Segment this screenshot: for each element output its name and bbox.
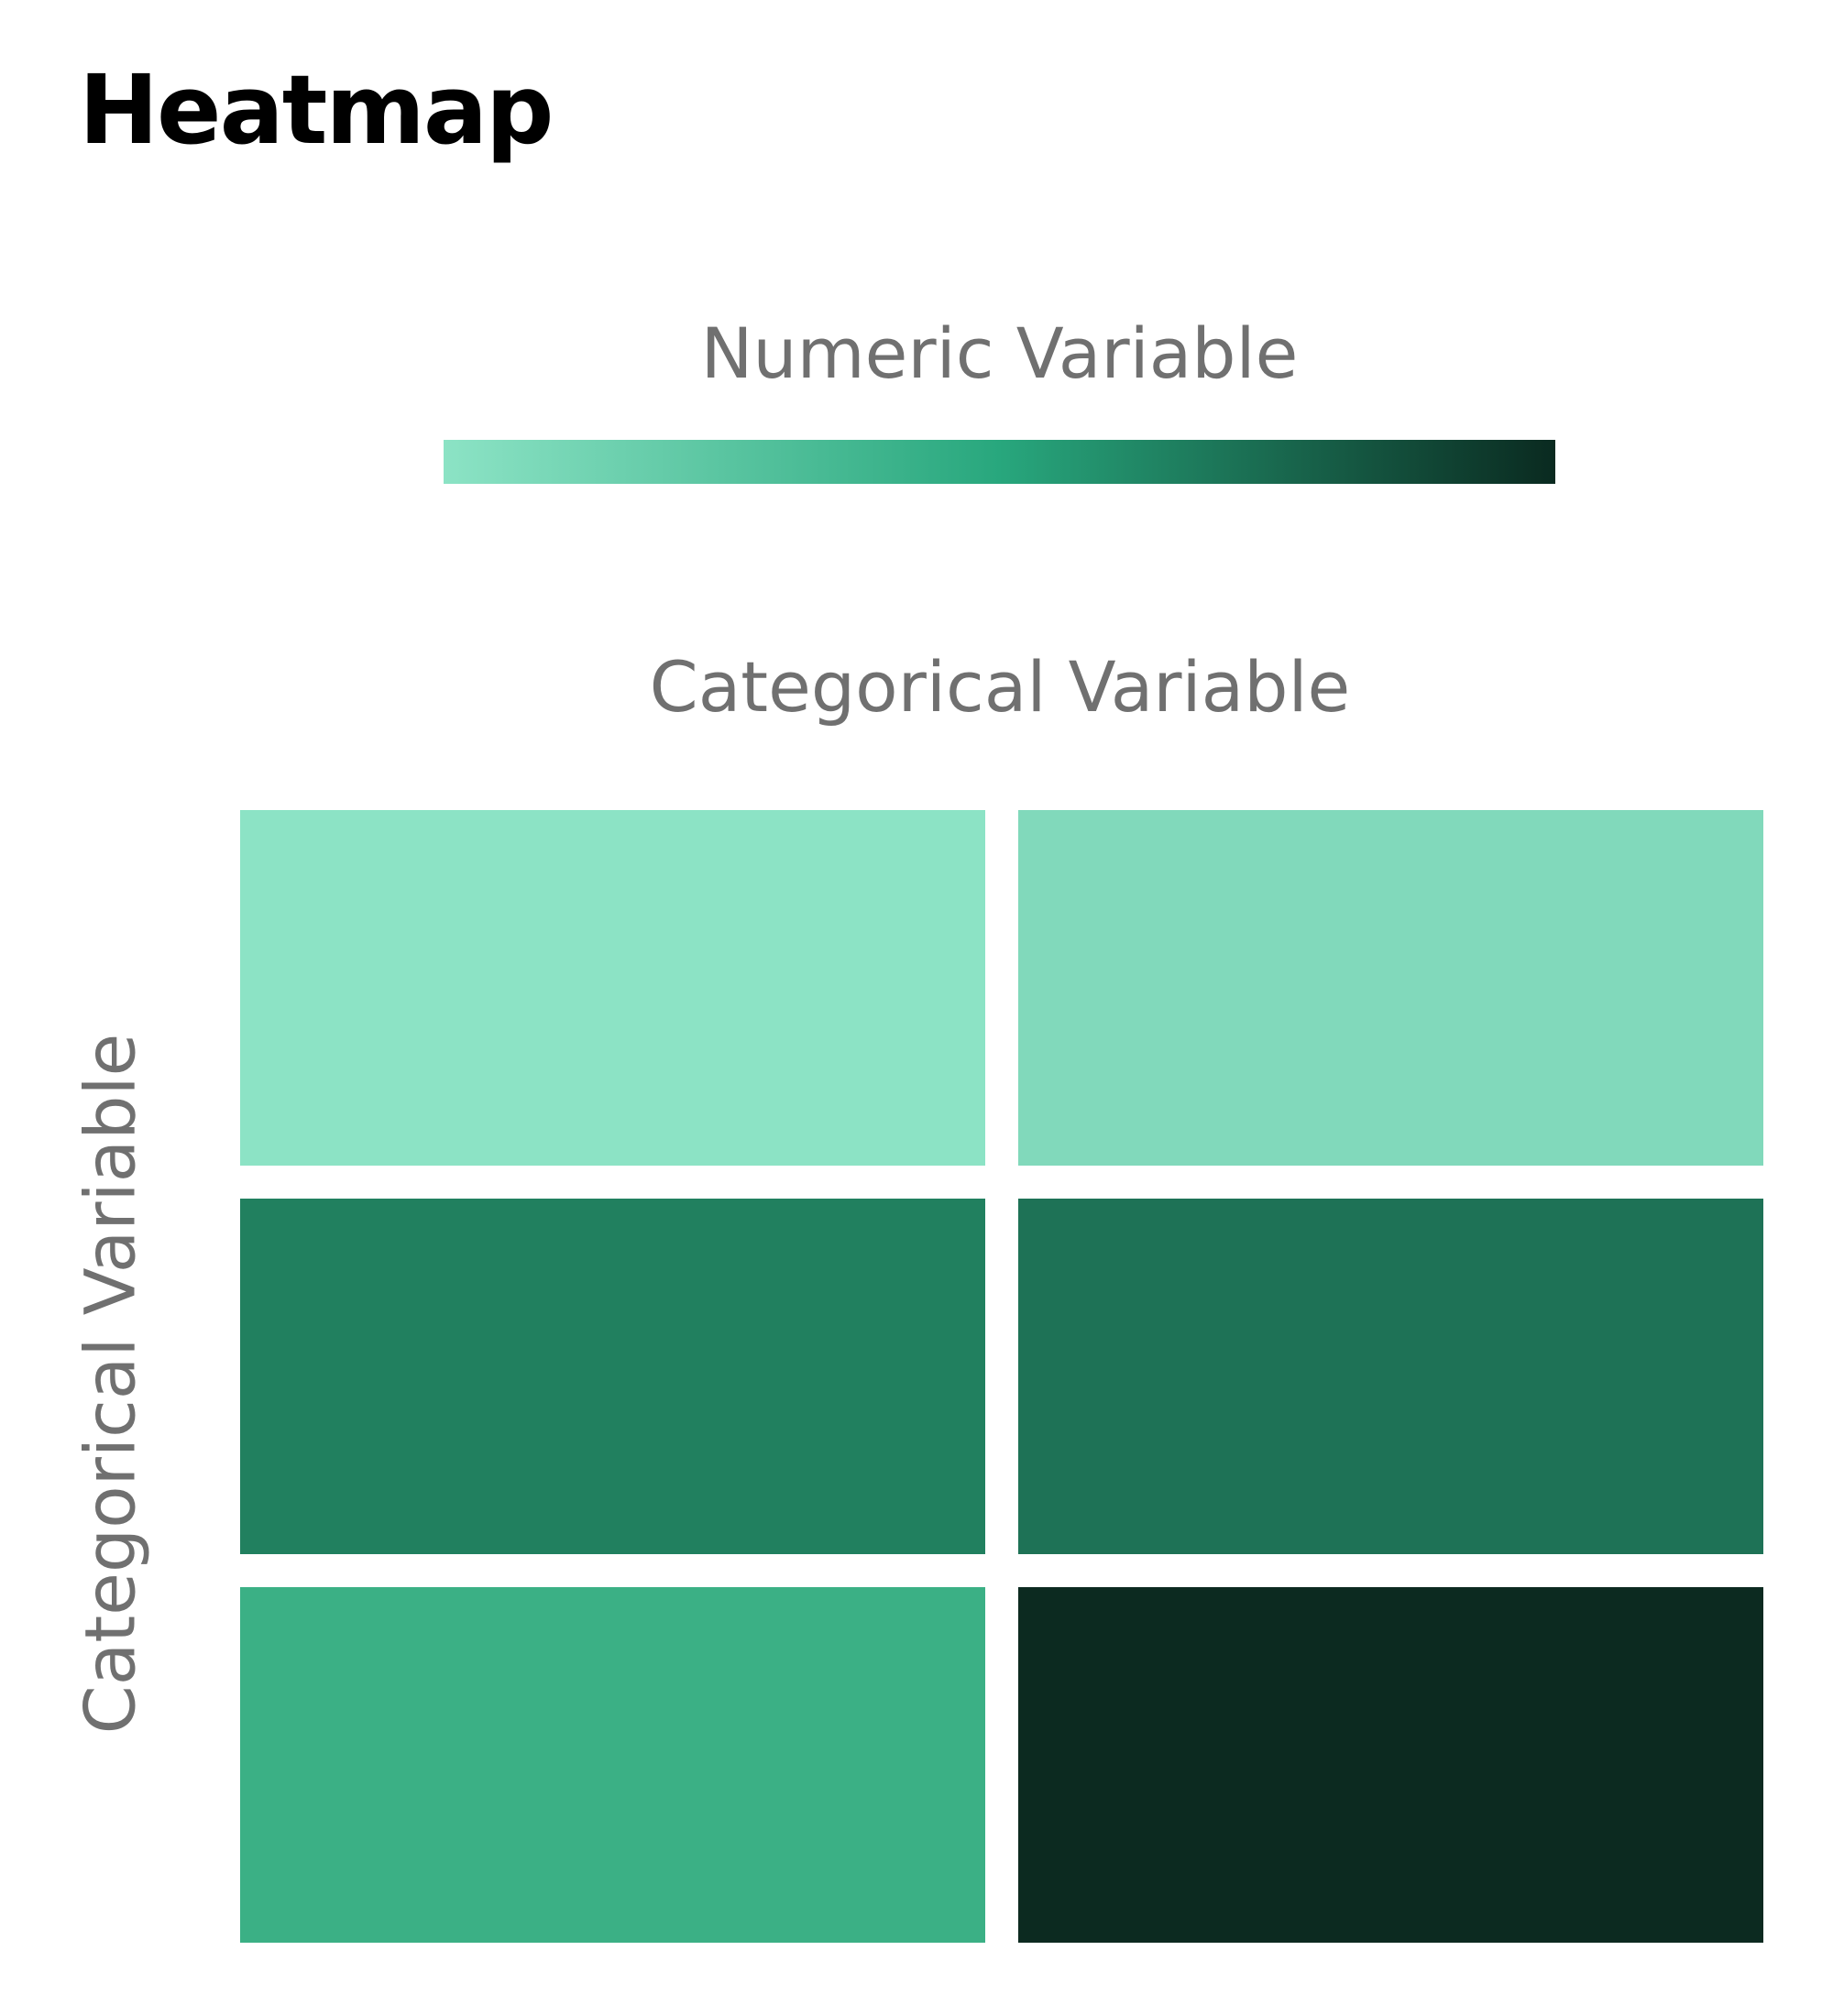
- y-axis-title: Categorical Variable: [69, 1033, 151, 1735]
- heatmap-cell-r3-c1: [240, 1587, 985, 1943]
- page-title: Heatmap: [79, 54, 554, 166]
- heatmap-cell-r2-c1: [240, 1199, 985, 1554]
- colorbar: [444, 440, 1555, 484]
- heatmap-cell-r3-c2: [1018, 1587, 1763, 1943]
- heatmap-cell-r1-c1: [240, 810, 985, 1166]
- x-axis-title: Categorical Variable: [649, 646, 1351, 728]
- colorbar-gradient: [444, 440, 1555, 484]
- colorbar-label: Numeric Variable: [700, 312, 1299, 394]
- heatmap-cell-r1-c2: [1018, 810, 1763, 1166]
- heatmap-cell-r2-c2: [1018, 1199, 1763, 1554]
